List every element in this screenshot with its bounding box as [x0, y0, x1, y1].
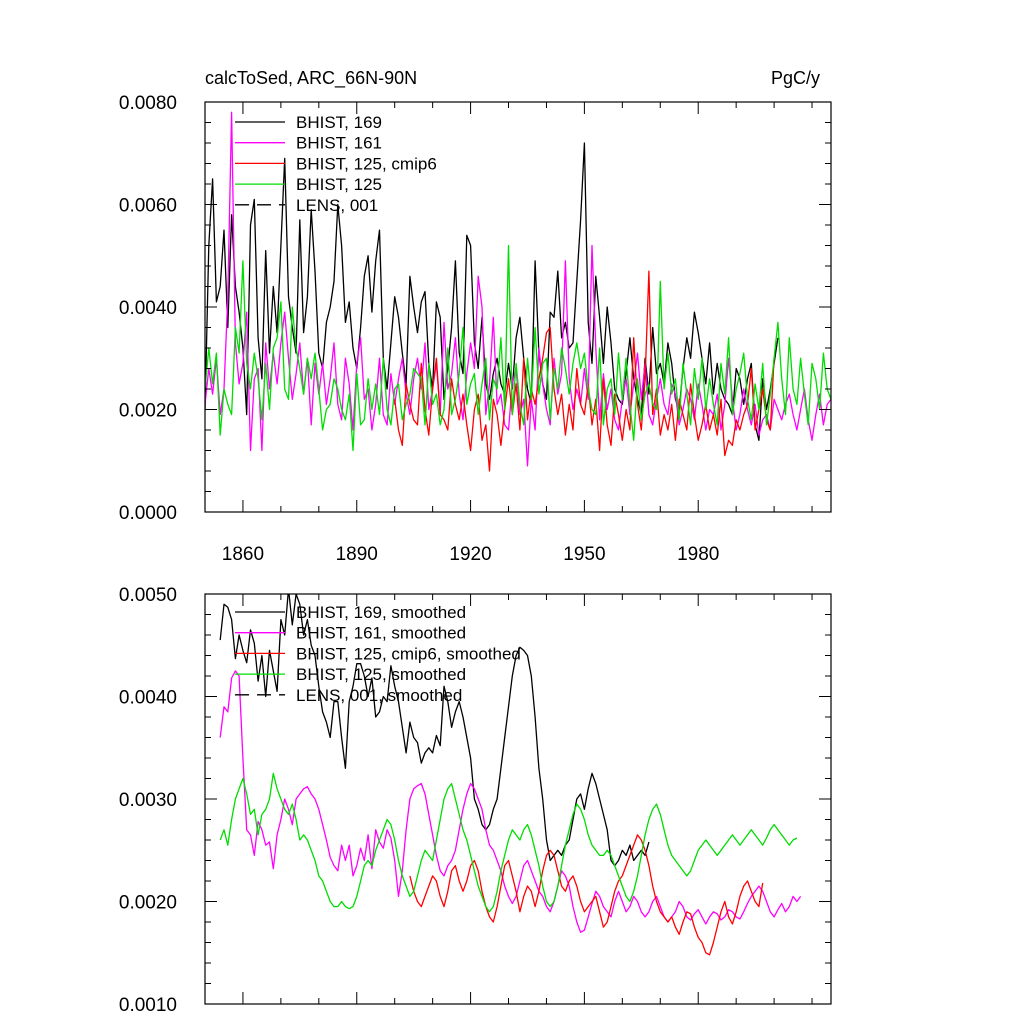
legend-entry: BHIST, 125, cmip6, smoothed — [296, 644, 521, 663]
x-tick-label: 1860 — [222, 544, 264, 565]
top-panel: calcToSed, ARC_66N-90N PgC/y 0.0000 0.002… — [119, 68, 832, 565]
series-line-1 — [205, 111, 831, 467]
series-line-2 — [394, 270, 775, 472]
y-tick-label: 0.0010 — [119, 995, 177, 1016]
legend-entry: BHIST, 169 — [296, 113, 382, 132]
y-tick-label: 0.0080 — [119, 93, 177, 114]
y-tick-label: 0.0000 — [119, 503, 177, 524]
x-tick-label: 1980 — [677, 544, 719, 565]
top-panel-title-left: calcToSed, ARC_66N-90N — [205, 68, 417, 89]
series-group — [205, 111, 831, 472]
legend-entry: LENS, 001 — [296, 196, 378, 215]
legend-entry: BHIST, 161 — [296, 134, 382, 153]
y-tick-label: 0.0040 — [119, 688, 177, 709]
legend-entry: BHIST, 125 — [296, 175, 382, 194]
y-tick-label: 0.0060 — [119, 196, 177, 217]
legend-entry: LENS, 001, smoothed — [296, 686, 462, 705]
legend-entry: BHIST, 125, smoothed — [296, 665, 466, 684]
series-line-3 — [219, 772, 798, 913]
series-line-3 — [205, 244, 831, 452]
x-tick-label: 1920 — [449, 544, 491, 565]
series-line-1 — [219, 670, 802, 933]
bottom-panel: 0.0010 0.0020 0.0030 0.0040 0.0050 BHIST, 169… — [119, 585, 832, 1016]
y-tick-label: 0.0040 — [119, 298, 177, 319]
series-group — [219, 594, 802, 956]
y-tick-label: 0.0030 — [119, 790, 177, 811]
y-tick-label: 0.0020 — [119, 893, 177, 914]
series-line-0 — [219, 594, 650, 867]
legend-entry: BHIST, 161, smoothed — [296, 624, 466, 643]
x-tick-label: 1890 — [336, 544, 378, 565]
legend-entry: BHIST, 169, smoothed — [296, 603, 466, 622]
legend-entry: BHIST, 125, cmip6 — [296, 154, 437, 173]
series-line-2 — [409, 834, 764, 956]
y-tick-label: 0.0020 — [119, 401, 177, 422]
y-tick-label: 0.0050 — [119, 585, 177, 606]
x-tick-label: 1950 — [563, 544, 605, 565]
top-panel-title-right: PgC/y — [771, 68, 820, 88]
